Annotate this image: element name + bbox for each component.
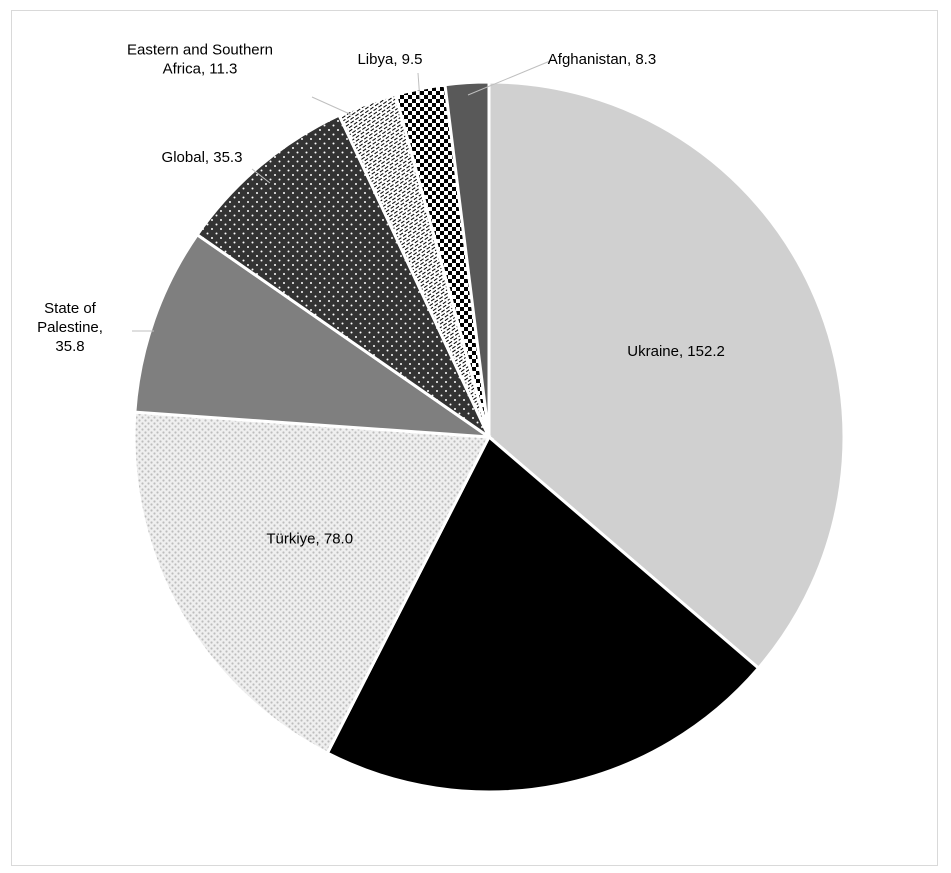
data-label-ukraine: Ukraine, 152.2 <box>627 343 725 360</box>
leader-line <box>251 168 271 184</box>
pie-slice-state-of-palestine <box>133 232 495 439</box>
leader-line <box>311 96 353 116</box>
data-label-syrian-arab-republic: Syrian Arab Republic, 89.1 <box>486 649 582 685</box>
data-label-global: Global, 35.3 <box>162 149 243 166</box>
data-label-t-rkiye: Türkiye, 78.0 <box>266 530 353 547</box>
pie-slices <box>132 80 846 794</box>
pie-slice-afghanistan <box>443 80 491 438</box>
chart-area: Ukraine, 152.2 Syrian Arab Republic, 89.1 T… <box>11 10 938 866</box>
data-label-state-of-palestine: State of Palestine, 35.8 <box>37 300 103 355</box>
pie-chart: Ukraine, 152.2 Syrian Arab Republic, 89.1 T… <box>37 42 846 794</box>
data-label-afghanistan: Afghanistan, 8.3 <box>548 51 656 68</box>
pie-slice-syrian-arab-republic <box>325 434 761 794</box>
leader-lines <box>132 60 551 332</box>
pie-slice-ukraine <box>487 80 846 671</box>
data-labels: Ukraine, 152.2 Syrian Arab Republic, 89.1 T… <box>37 42 725 686</box>
data-label-eastern-and-southern-africa: Eastern and Southern Africa, 11.3 <box>127 42 273 78</box>
leader-line <box>417 72 421 102</box>
pie-slice-global <box>195 113 493 442</box>
data-label-libya: Libya, 9.5 <box>357 51 422 68</box>
leader-line <box>467 60 551 96</box>
pie-slice-t-rkiye <box>132 410 492 756</box>
